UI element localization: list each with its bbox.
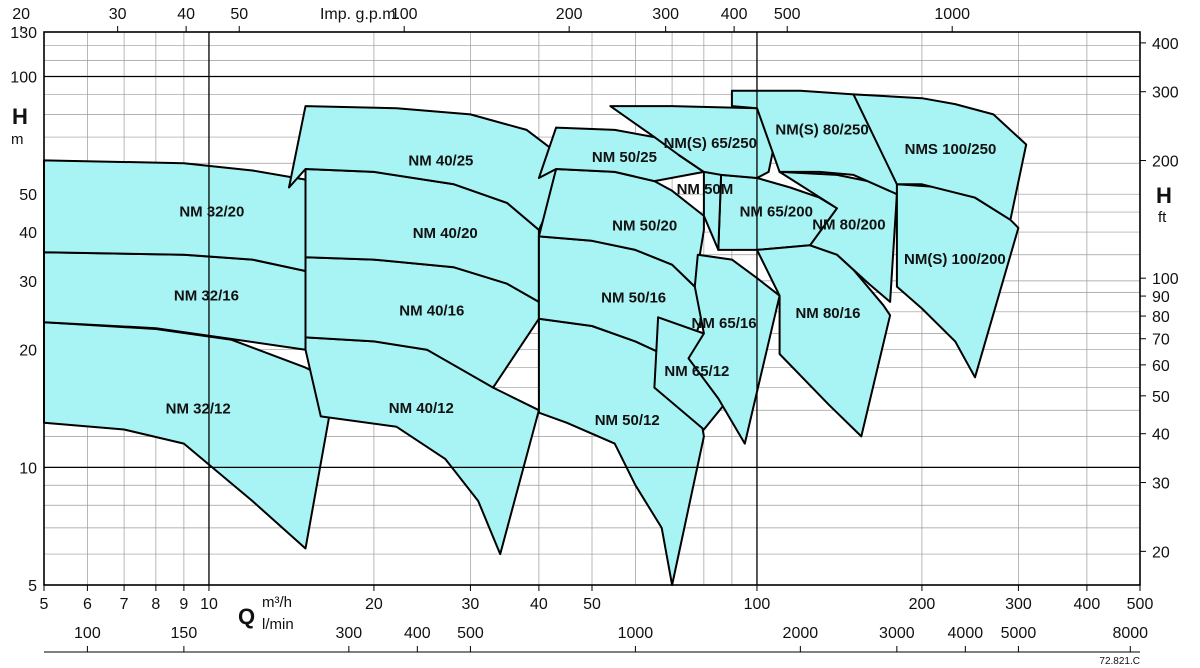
x-axis-unit-lmin: l/min: [262, 616, 294, 633]
x-axis-ticks: 5 6 7 8 9 10 20 30 40 50 100 200 300 400 500: [40, 585, 1154, 613]
top-tick-label: 100: [391, 6, 418, 23]
zone-area: [288, 105, 568, 231]
major-grid: [44, 32, 1140, 585]
lmin-tick-label: 400: [404, 625, 431, 642]
lmin-tick-label: 2000: [783, 625, 819, 642]
right-tick-label: 40: [1152, 427, 1170, 444]
x-tick-label: 9: [179, 596, 188, 613]
zone-area: [852, 93, 1028, 221]
lmin-tick-label: 500: [457, 625, 484, 642]
lmin-tick-label: 4000: [948, 625, 984, 642]
right-axis-unit: ft: [1158, 209, 1167, 226]
x-tick-label: 30: [462, 596, 480, 613]
zone-label: NMS 100/250: [905, 141, 997, 158]
lmin-tick-label: 8000: [1112, 625, 1148, 642]
x-tick-label: 300: [1005, 596, 1032, 613]
x-tick-label: 7: [120, 596, 129, 613]
zone-label: NM(S) 100/200: [904, 251, 1006, 268]
lmin-tick-label: 5000: [1001, 625, 1037, 642]
x-tick-label: 500: [1127, 596, 1154, 613]
lmin-tick-label: 100: [74, 625, 101, 642]
lmin-tick-label: 1000: [618, 625, 654, 642]
bottom-lmin-ticks: 100 150 300 400 500 1000 2000 3000 4000 5000 8000: [74, 625, 1148, 652]
zone-label: NM 65/16: [692, 315, 757, 332]
right-tick-label: 50: [1152, 389, 1170, 406]
zone-label: NM 50M: [677, 181, 734, 198]
zone-label: NM 50/20: [612, 217, 677, 234]
x-tick-label: 40: [530, 596, 548, 613]
right-tick-label: 200: [1152, 154, 1179, 171]
zone-label: NM 50/16: [601, 289, 666, 306]
y-tick-label: 40: [19, 225, 37, 242]
right-tick-label: 70: [1152, 332, 1170, 349]
top-tick-label: 20: [12, 6, 30, 23]
top-tick-label: 1000: [934, 6, 970, 23]
zone-area: [778, 170, 898, 303]
zone-label: NM 40/20: [413, 225, 478, 242]
x-tick-label: 200: [909, 596, 936, 613]
zone-label: NM 40/12: [389, 400, 454, 417]
zone-label: NM 40/25: [408, 152, 473, 169]
y-axis-ticks: 5 10 20 30 40 50 100 130: [10, 25, 37, 595]
zone-label: NM 50/12: [595, 412, 660, 429]
top-tick-label: 200: [556, 6, 583, 23]
zone-label: NM 50/25: [592, 149, 657, 166]
x-tick-label: 5: [40, 596, 49, 613]
lmin-tick-label: 300: [336, 625, 363, 642]
zone-label: NM 65/200: [740, 203, 813, 220]
x-axis-title: Q: [238, 604, 255, 629]
y-tick-label: 5: [28, 578, 37, 595]
pump-zone-labels: NM 32/12 NM 32/16 NM 32/20 NM 40/12 NM 40/16…: [166, 121, 1006, 429]
right-tick-label: 20: [1152, 544, 1170, 561]
lmin-tick-label: 3000: [879, 625, 915, 642]
x-tick-label: 100: [744, 596, 771, 613]
y-tick-label: 100: [10, 70, 37, 87]
x-tick-label: 400: [1074, 596, 1101, 613]
zone-label: NM 32/20: [179, 204, 244, 221]
right-axis-title: H: [1156, 183, 1172, 208]
x-axis-unit: m³/h: [262, 594, 292, 611]
right-tick-label: 100: [1152, 271, 1179, 288]
zone-label: NM(S) 65/250: [664, 135, 757, 152]
reference-code: 72.821.C: [1099, 656, 1140, 667]
top-axis-ticks: 20 30 40 50 100 200 300 400 500 1000: [12, 6, 970, 32]
top-tick-label: 300: [652, 6, 679, 23]
right-tick-label: 60: [1152, 358, 1170, 375]
zone-label: NM 32/12: [166, 401, 231, 418]
x-tick-label: 20: [365, 596, 383, 613]
x-tick-label: 6: [83, 596, 92, 613]
top-tick-label: 50: [230, 6, 248, 23]
top-tick-label: 400: [721, 6, 748, 23]
y-tick-label: 10: [19, 460, 37, 477]
y-axis-unit: m: [11, 131, 24, 148]
zone-label: NM 80/200: [812, 216, 885, 233]
top-tick-label: 500: [774, 6, 801, 23]
x-tick-label: 8: [151, 596, 160, 613]
top-tick-label: 30: [109, 6, 127, 23]
x-tick-label: 10: [200, 596, 218, 613]
zone-label: NM 65/12: [664, 363, 729, 380]
zone-label: NM 80/16: [795, 305, 860, 322]
pump-zones: [43, 89, 1028, 586]
y-tick-label: 50: [19, 187, 37, 204]
y-tick-label: 20: [19, 343, 37, 360]
zone-label: NM 32/16: [174, 288, 239, 305]
y-tick-label: 130: [10, 25, 37, 42]
right-tick-label: 400: [1152, 36, 1179, 53]
x-tick-label: 50: [583, 596, 601, 613]
y-tick-label: 30: [19, 274, 37, 291]
lmin-tick-label: 150: [171, 625, 198, 642]
zone-label: NM 40/16: [399, 302, 464, 319]
top-tick-label: 40: [177, 6, 195, 23]
right-tick-label: 90: [1152, 289, 1170, 306]
right-tick-label: 30: [1152, 476, 1170, 493]
top-axis-label: Imp. g.p.m.: [320, 6, 400, 23]
zone-label: NM(S) 80/250: [775, 121, 868, 138]
right-tick-label: 300: [1152, 85, 1179, 102]
y-axis-title: H: [12, 104, 28, 129]
right-tick-label: 80: [1152, 309, 1170, 326]
